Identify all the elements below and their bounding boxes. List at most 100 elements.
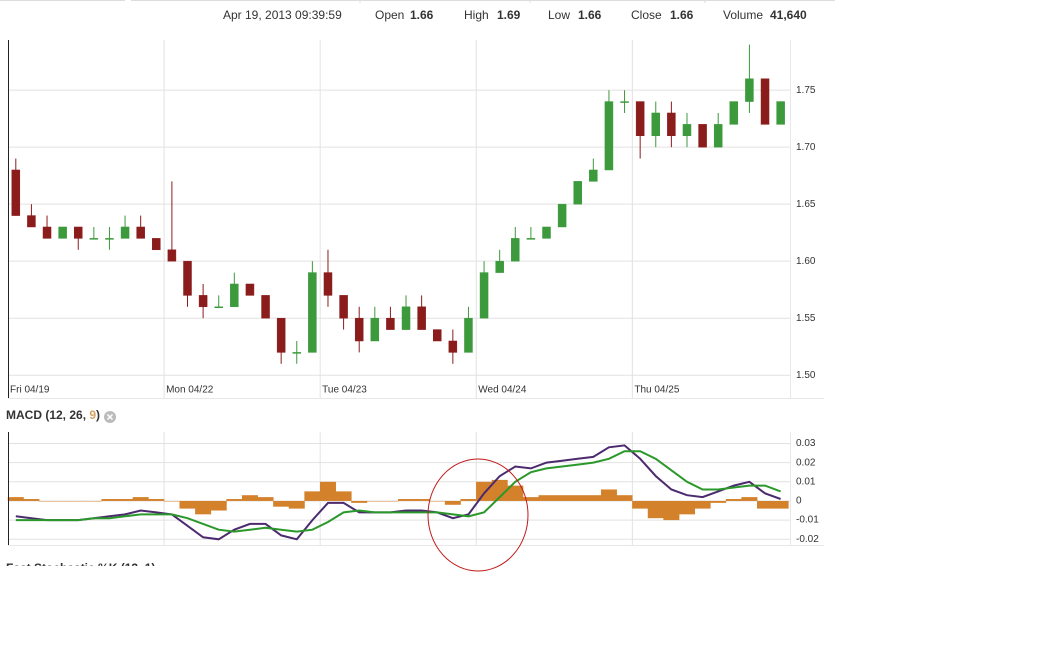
- candle-body: [261, 295, 270, 319]
- candle-body: [745, 78, 754, 102]
- histogram-bar: [460, 499, 477, 501]
- histogram-bar: [710, 500, 727, 503]
- x-tick-label: Fri 04/19: [10, 385, 50, 396]
- next-study-title: Fast Stochastic %K (12, 1): [6, 561, 155, 575]
- histogram-bar: [304, 491, 321, 501]
- candle-body: [682, 124, 692, 137]
- histogram-bar: [54, 500, 71, 502]
- histogram-bar: [429, 500, 446, 502]
- candle-body: [401, 306, 411, 330]
- header-label: Open: [375, 8, 404, 22]
- histogram-bar: [39, 500, 56, 502]
- price-panel: Fri 04/19 Mon 04/22 Tue 04/23 Wed 04/24 Thu …: [8, 40, 824, 399]
- candle-body: [105, 238, 114, 240]
- candle-body: [167, 249, 177, 262]
- y-tick-label: 1.60: [796, 256, 816, 267]
- histogram-bar: [554, 495, 571, 501]
- candle-body: [292, 352, 302, 354]
- histogram-bar: [335, 491, 352, 501]
- histogram-bar: [585, 495, 602, 501]
- y-tick-label: -0.02: [796, 534, 819, 545]
- candle-body: [183, 260, 192, 296]
- histogram-bar: [382, 500, 399, 502]
- histogram-bar: [757, 500, 774, 509]
- y-tick-label: 0.02: [796, 457, 816, 468]
- histogram-bar: [413, 499, 430, 501]
- remove-study-icon[interactable]: [104, 411, 116, 423]
- histogram-bar: [522, 497, 539, 501]
- histogram-bar: [195, 500, 212, 515]
- histogram-bar: [538, 495, 555, 501]
- candle-body: [136, 226, 145, 239]
- candle-body: [417, 306, 426, 330]
- histogram-bar: [663, 500, 680, 521]
- candle-body: [635, 101, 645, 137]
- histogram-bar: [70, 500, 87, 502]
- candle-body: [713, 124, 723, 148]
- histogram-bar: [507, 485, 524, 501]
- header-value: 41,640: [770, 8, 807, 22]
- header-value: 1.66: [578, 8, 602, 22]
- header-value: 1.69: [497, 8, 521, 22]
- histogram-bar: [23, 499, 40, 501]
- histogram-bar: [163, 500, 180, 502]
- candle-body: [89, 238, 99, 240]
- histogram-bar: [7, 497, 24, 501]
- histogram-bar: [288, 500, 305, 509]
- candle-body: [542, 226, 551, 239]
- indicator-line: [15, 444, 781, 541]
- candle-body: [354, 317, 364, 342]
- histogram-bar: [210, 500, 227, 511]
- candle-body: [276, 317, 286, 353]
- histogram-bar: [179, 500, 196, 509]
- y-tick-label: 1.55: [796, 313, 816, 324]
- candle-body: [760, 78, 770, 125]
- candle-body: [152, 238, 161, 251]
- y-tick-label: 1.50: [796, 370, 816, 381]
- y-tick-label: 1.65: [796, 199, 816, 210]
- histogram-bar: [569, 495, 586, 501]
- annotation-circle: [427, 458, 529, 572]
- histogram-bar: [85, 500, 102, 502]
- candle-body: [495, 260, 504, 273]
- histogram-bar: [241, 495, 258, 501]
- header-datetime: Apr 19, 2013 09:39:59: [223, 8, 342, 22]
- header-value: 1.66: [670, 8, 694, 22]
- candle-body: [58, 226, 67, 239]
- header-label: Low: [548, 8, 570, 22]
- histogram-bar: [647, 500, 664, 519]
- x-tick-label: Wed 04/24: [478, 385, 527, 396]
- candle-body: [604, 101, 614, 171]
- histogram-bar: [600, 489, 617, 501]
- candle-body: [42, 226, 52, 239]
- candle-body: [386, 317, 395, 330]
- header-value: 1.66: [410, 8, 434, 22]
- histogram-bar: [772, 500, 789, 509]
- macd-title-close: ): [96, 408, 100, 422]
- candle-body: [651, 112, 661, 137]
- candle-body: [214, 306, 223, 309]
- histogram-bar: [319, 481, 336, 501]
- histogram-bar: [632, 500, 649, 509]
- y-tick-label: 0: [796, 496, 802, 507]
- candle-body: [776, 101, 785, 125]
- header-label: High: [464, 8, 489, 22]
- y-tick-label: -0.01: [796, 515, 819, 526]
- histogram-bar: [741, 497, 758, 501]
- candle-body: [339, 295, 348, 319]
- y-tick-label: 0.03: [796, 438, 816, 449]
- y-tick-label: 0.01: [796, 476, 816, 487]
- x-tick-label: Mon 04/22: [166, 385, 214, 396]
- candle-body: [245, 283, 255, 296]
- histogram-bar: [132, 497, 149, 501]
- candle-body: [573, 181, 582, 205]
- candle-body: [464, 317, 473, 353]
- histogram-bar: [694, 500, 711, 509]
- histogram-bar: [148, 499, 165, 501]
- x-tick-label: Tue 04/23: [322, 385, 367, 396]
- candle-body: [479, 272, 489, 319]
- header-label: Close: [631, 8, 662, 22]
- candle-body: [589, 169, 598, 182]
- histogram-bar: [398, 499, 415, 501]
